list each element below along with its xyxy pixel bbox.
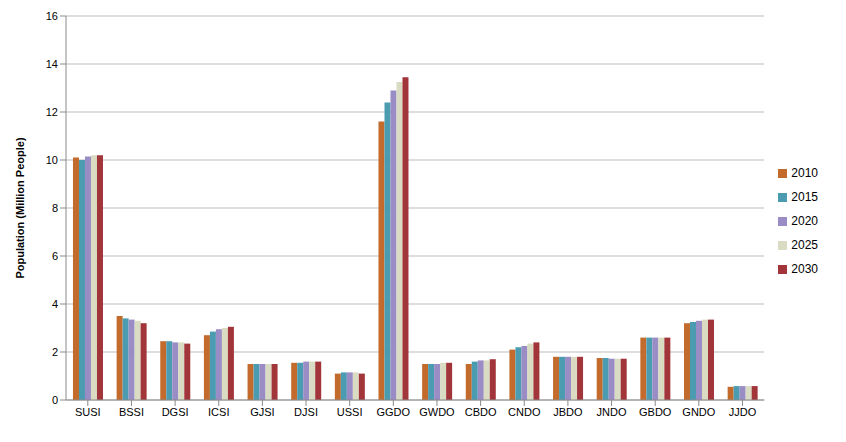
svg-text:16: 16 — [46, 10, 58, 22]
svg-text:GNDO: GNDO — [682, 406, 715, 418]
svg-text:8: 8 — [52, 202, 58, 214]
html-text:2010: 2010 — [791, 166, 818, 180]
svg-text:CNDO: CNDO — [508, 406, 541, 418]
svg-text:10: 10 — [46, 154, 58, 166]
svg-text:14: 14 — [46, 58, 58, 70]
svg-text:GGDO: GGDO — [377, 406, 411, 418]
svg-text:JNDO: JNDO — [597, 406, 627, 418]
svg-text:DJSI: DJSI — [294, 406, 318, 418]
svg-text:6: 6 — [52, 250, 58, 262]
svg-text:GBDO: GBDO — [639, 406, 672, 418]
html-text:2025: 2025 — [791, 238, 818, 252]
svg-text:CBDO: CBDO — [465, 406, 497, 418]
svg-text:JJDO: JJDO — [729, 406, 757, 418]
html-text:2020: 2020 — [791, 214, 818, 228]
svg-text:0: 0 — [52, 394, 58, 406]
svg-text:GJSI: GJSI — [250, 406, 274, 418]
html-text:2030: 2030 — [791, 262, 818, 276]
svg-text:4: 4 — [52, 298, 58, 310]
svg-text:DGSI: DGSI — [162, 406, 189, 418]
svg-text:ICSI: ICSI — [208, 406, 229, 418]
svg-text:SUSI: SUSI — [75, 406, 101, 418]
svg-text:GWDO: GWDO — [419, 406, 455, 418]
svg-text:JBDO: JBDO — [553, 406, 583, 418]
svg-text:2: 2 — [52, 346, 58, 358]
svg-text:12: 12 — [46, 106, 58, 118]
svg-text:BSSI: BSSI — [119, 406, 144, 418]
html-text:2015: 2015 — [791, 190, 818, 204]
svg-text:Population (Million People): Population (Million People) — [14, 137, 26, 278]
svg-text:USSI: USSI — [337, 406, 363, 418]
